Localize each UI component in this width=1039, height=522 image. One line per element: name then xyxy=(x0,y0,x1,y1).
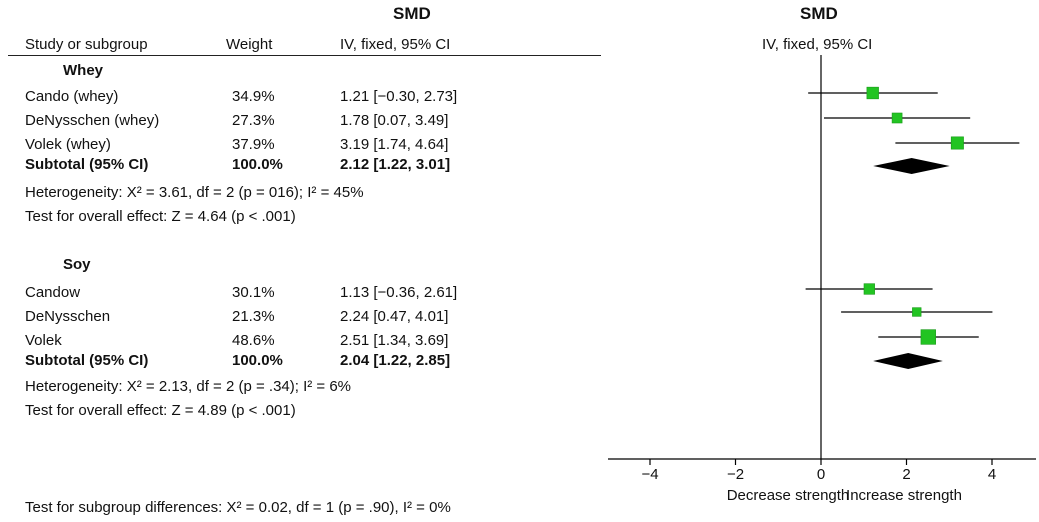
study-marker xyxy=(891,112,903,124)
group-title-whey: Whey xyxy=(63,62,104,79)
subtotal-diamond xyxy=(873,353,943,369)
weight-column-header: Weight xyxy=(226,36,273,53)
study-name: Volek (whey) xyxy=(25,136,111,153)
study-ci: 1.21 [−0.30, 2.73] xyxy=(340,88,458,105)
study-weight: 37.9% xyxy=(232,136,275,153)
overall-effect-note: Test for overall effect: Z = 4.64 (p < .… xyxy=(25,208,296,225)
subtotal-weight: 100.0% xyxy=(232,352,283,369)
x-tick-label: 2 xyxy=(902,466,910,483)
subtotal-label: Subtotal (95% CI) xyxy=(25,352,149,369)
overall-effect-note: Test for overall effect: Z = 4.89 (p < .… xyxy=(25,402,296,419)
study-name: Candow xyxy=(25,284,81,301)
study-weight: 34.9% xyxy=(232,88,275,105)
study-weight: 21.3% xyxy=(232,308,275,325)
smd-header-right: SMD xyxy=(800,4,838,23)
x-tick-label: 0 xyxy=(817,466,825,483)
study-marker xyxy=(863,283,875,295)
subtotal-ci: 2.04 [1.22, 2.85] xyxy=(340,352,451,369)
increase-strength-label: Increase strength xyxy=(846,487,962,504)
ci-plot-header: IV, fixed, 95% CI xyxy=(762,36,873,53)
subgroup-differences-note: Test for subgroup differences: Χ² = 0.02… xyxy=(25,499,451,516)
ci-column-header: IV, fixed, 95% CI xyxy=(340,36,451,53)
heterogeneity-note: Heterogeneity: Χ² = 2.13, df = 2 (p = .3… xyxy=(25,378,352,395)
study-name: DeNysschen (whey) xyxy=(25,112,160,129)
study-name: Cando (whey) xyxy=(25,88,119,105)
x-tick-label: −4 xyxy=(641,466,658,483)
study-ci: 2.24 [0.47, 4.01] xyxy=(340,308,449,325)
heterogeneity-note: Heterogeneity: Χ² = 3.61, df = 2 (p = 01… xyxy=(25,184,364,201)
study-weight: 30.1% xyxy=(232,284,275,301)
study-ci: 2.51 [1.34, 3.69] xyxy=(340,332,449,349)
subtotal-weight: 100.0% xyxy=(232,156,283,173)
smd-header-left: SMD xyxy=(393,4,431,23)
study-marker xyxy=(950,136,964,150)
study-marker xyxy=(912,307,922,317)
study-weight: 48.6% xyxy=(232,332,275,349)
study-column-header: Study or subgroup xyxy=(25,36,148,53)
x-tick-label: −2 xyxy=(727,466,744,483)
study-marker xyxy=(920,329,936,345)
study-ci: 1.78 [0.07, 3.49] xyxy=(340,112,449,129)
study-name: Volek xyxy=(25,332,62,349)
study-ci: 1.13 [−0.36, 2.61] xyxy=(340,284,458,301)
header-underline xyxy=(8,55,601,56)
subtotal-ci: 2.12 [1.22, 3.01] xyxy=(340,156,451,173)
group-title-soy: Soy xyxy=(63,256,91,273)
study-weight: 27.3% xyxy=(232,112,275,129)
study-marker xyxy=(866,86,879,100)
x-tick-label: 4 xyxy=(988,466,996,483)
study-name: DeNysschen xyxy=(25,308,111,325)
subtotal-label: Subtotal (95% CI) xyxy=(25,156,149,173)
decrease-strength-label: Decrease strength xyxy=(727,487,850,504)
study-ci: 3.19 [1.74, 4.64] xyxy=(340,136,449,153)
subtotal-diamond xyxy=(873,158,950,174)
